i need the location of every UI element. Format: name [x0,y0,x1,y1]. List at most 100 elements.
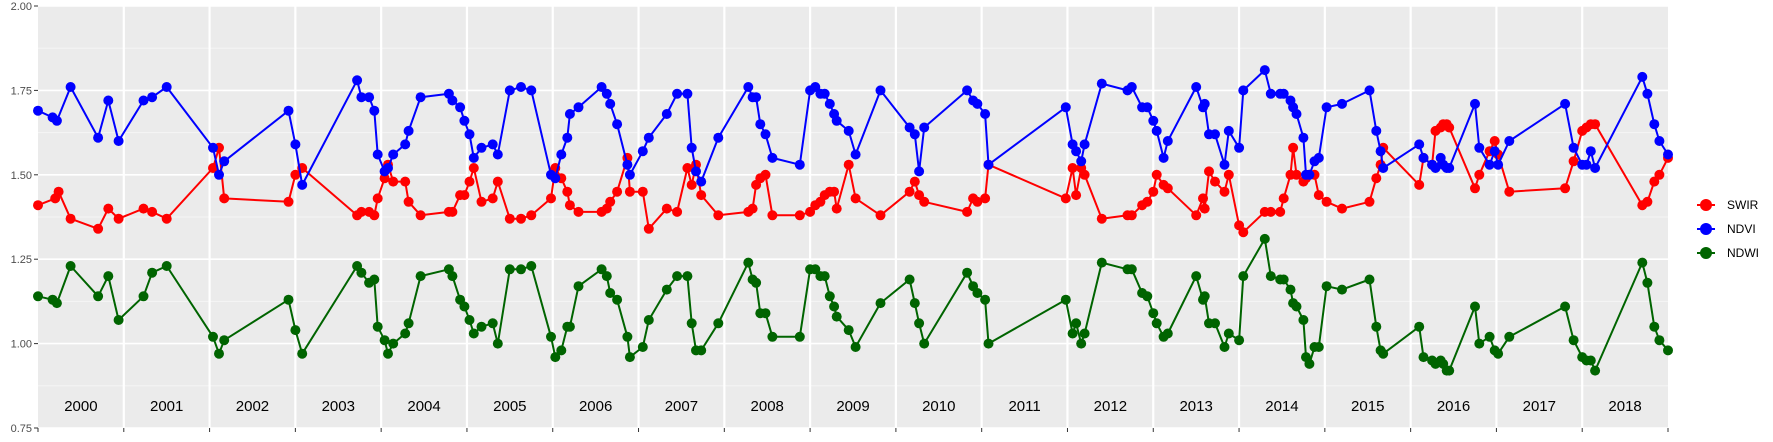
data-point-ndwi [1444,365,1455,376]
data-point-swir [516,213,526,224]
data-point-ndwi [819,271,830,282]
data-point-ndvi [850,149,861,160]
data-point-ndwi [1590,365,1601,376]
data-point-swir [672,206,683,217]
data-point-ndvi [1663,149,1673,160]
data-point-ndwi [1298,315,1309,325]
data-point-swir [1204,166,1214,177]
data-point-ndwi [290,325,301,336]
data-point-ndvi [686,142,697,153]
data-point-swir [1265,206,1276,217]
data-point-ndvi [1265,88,1276,99]
data-point-ndwi [1076,338,1087,349]
data-point-ndvi [904,122,915,133]
data-point-swir [208,163,218,173]
data-point-ndvi [1560,98,1571,109]
data-point-ndvi [1371,125,1382,136]
data-point-ndvi [1337,98,1347,109]
series-points-swir [33,119,1673,238]
data-point-ndwi [1493,348,1504,359]
data-point-swir [1278,193,1289,204]
data-point-ndwi [1191,271,1202,282]
data-point-swir [369,210,380,221]
data-point-ndvi [980,109,991,119]
data-point-ndwi [1210,318,1220,329]
data-point-swir [1219,186,1230,197]
data-point-ndwi [914,318,925,329]
data-point-ndvi [564,109,575,119]
data-point-swir [403,196,414,207]
data-point-ndwi [51,298,62,309]
data-point-ndvi [596,82,607,92]
data-point-ndvi [875,85,886,96]
data-point-ndwi [1223,328,1234,339]
data-point-ndvi [526,85,537,96]
data-point-ndwi [605,288,616,298]
data-point-ndvi [1219,159,1230,170]
data-point-ndwi [219,335,230,346]
data-point-ndvi [1151,125,1162,136]
data-point-swir [1126,210,1137,221]
data-point-ndwi [379,335,390,346]
data-point-swir [980,193,991,204]
data-point-ndvi [1210,129,1220,140]
data-point-ndvi [1162,136,1173,146]
data-point-ndwi [1484,331,1495,342]
data-point-swir [546,193,556,204]
data-point-ndvi [138,95,149,106]
data-point-ndwi [372,321,383,332]
data-point-ndwi [356,267,367,278]
y-tick-label: 1.75 [11,85,32,97]
data-point-swir [564,200,575,211]
y-tick-label: 2.00 [11,1,32,13]
data-point-swir [1489,136,1500,146]
data-point-swir [1444,122,1455,133]
data-point-ndwi [850,342,861,352]
data-point-ndwi [843,325,854,336]
y-tick-label: 1.25 [11,254,32,266]
data-point-ndwi [1378,348,1389,359]
data-point-ndwi [661,284,672,295]
data-point-ndvi [972,98,983,109]
data-point-ndvi [1504,136,1515,146]
data-point-ndwi [403,318,414,329]
data-point-ndvi [33,105,43,116]
data-point-ndvi [1291,109,1302,119]
data-point-ndvi [810,82,821,92]
data-point-ndwi [556,345,567,356]
data-point-ndwi [1199,291,1210,302]
data-point-ndwi [383,348,393,359]
data-point-swir [356,206,367,217]
legend-item-ndvi: NDVI [1697,222,1756,236]
data-point-ndvi [550,173,561,184]
data-point-swir [919,196,930,207]
data-point-swir [831,203,842,214]
data-point-ndwi [1418,352,1429,363]
data-point-ndwi [1162,328,1173,339]
y-tick-label: 1.00 [11,339,32,351]
data-point-ndwi [767,331,778,342]
data-point-swir [767,210,778,221]
data-point-ndvi [372,149,383,160]
data-point-swir [53,186,64,197]
data-point-ndwi [546,331,556,342]
data-point-swir [1142,196,1153,207]
data-point-ndvi [691,166,701,177]
data-point-ndwi [1079,328,1090,339]
data-point-swir [1321,196,1332,207]
data-point-ndwi [103,271,114,282]
data-point-ndwi [810,264,821,275]
data-point-ndvi [415,92,426,103]
data-point-ndwi [1259,233,1270,244]
data-point-ndwi [1126,264,1137,275]
data-point-ndwi [1371,321,1382,332]
data-point-ndwi [147,267,158,278]
data-point-swir [1199,203,1210,214]
data-point-ndvi [843,125,854,136]
y-tick-label: 0.75 [11,423,32,435]
data-point-ndwi [909,298,920,309]
data-point-ndvi [283,105,294,116]
data-point-swir [829,186,840,197]
data-point-swir [612,186,623,197]
data-point-ndvi [113,136,124,146]
